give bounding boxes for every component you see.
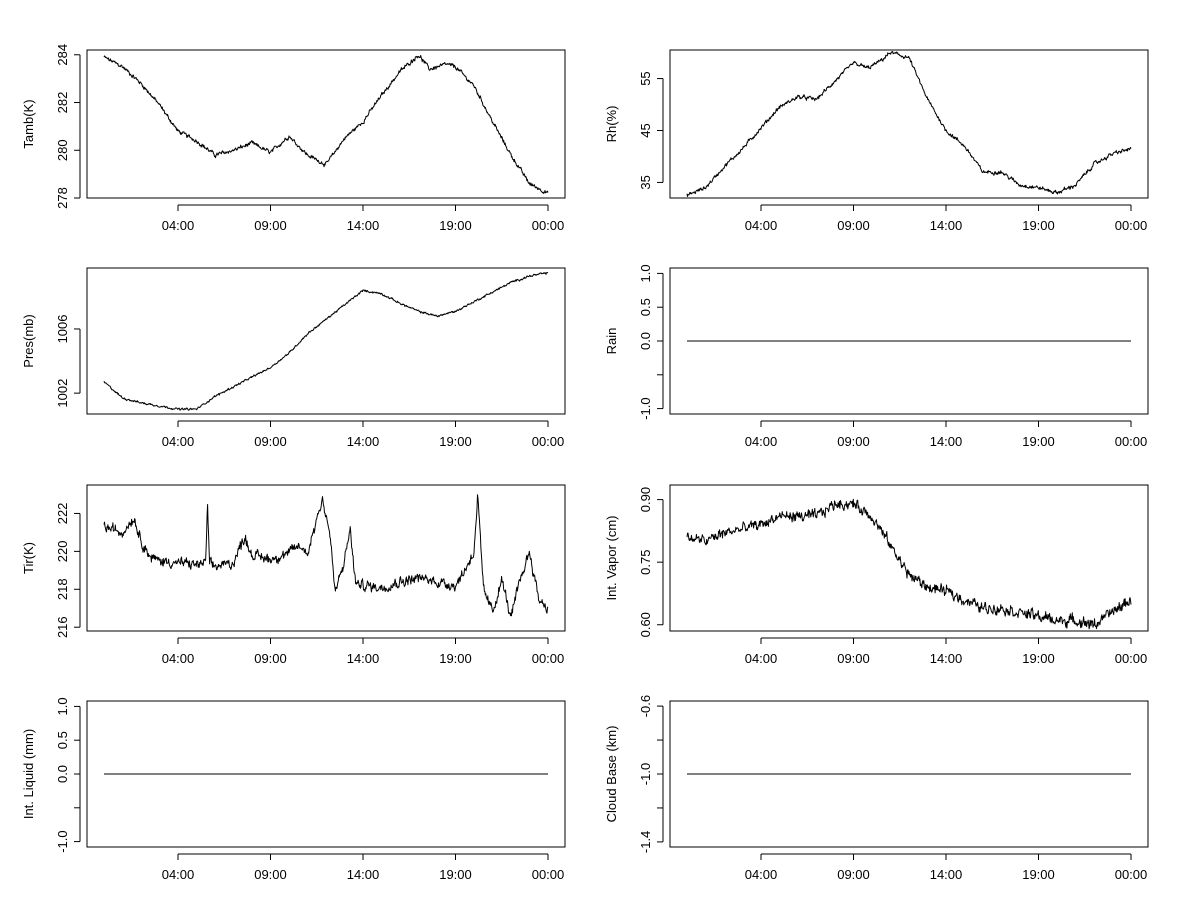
y-tick-label: 216 bbox=[55, 616, 70, 638]
y-tick-label: 278 bbox=[55, 187, 70, 209]
y-axis-title: Int. Liquid (mm) bbox=[21, 729, 36, 819]
x-tick-label: 09:00 bbox=[254, 434, 287, 449]
y-axis-title: Rh(%) bbox=[604, 106, 619, 143]
y-tick-label: 222 bbox=[55, 503, 70, 525]
x-tick-label: 19:00 bbox=[439, 218, 472, 233]
y-tick-label: 0.75 bbox=[638, 550, 653, 575]
x-tick-label: 19:00 bbox=[439, 434, 472, 449]
x-tick-label: 04:00 bbox=[745, 434, 778, 449]
x-tick-label: 14:00 bbox=[347, 218, 380, 233]
panel-5: 04:00 09:00 14:00 19:00 00:00 216 218 220 222 Tir… bbox=[21, 484, 566, 666]
plot-frame bbox=[86, 700, 566, 848]
y-axis-title: Tamb(K) bbox=[21, 99, 36, 148]
plot-frame bbox=[86, 267, 566, 415]
x-tick-label: 19:00 bbox=[1022, 434, 1055, 449]
plot-frame bbox=[669, 267, 1149, 415]
y-tick-label: 35 bbox=[638, 175, 653, 189]
panel-2: 04:00 09:00 14:00 19:00 00:00 35 45 55 Rh(%) bbox=[604, 49, 1149, 233]
x-tick-label: 04:00 bbox=[162, 651, 195, 666]
y-tick-label: -1.0 bbox=[55, 830, 70, 852]
y-tick-label: 1006 bbox=[55, 315, 70, 344]
y-tick-label: -1.0 bbox=[638, 763, 653, 785]
panel-1: 04:00 09:00 14:00 19:00 00:00 278 280 282 284 Tam… bbox=[21, 44, 566, 233]
x-tick-label: 19:00 bbox=[1022, 218, 1055, 233]
y-tick-label: 1.0 bbox=[638, 264, 653, 282]
plot-frame bbox=[86, 484, 566, 632]
series-line bbox=[103, 494, 549, 617]
x-tick-label: 09:00 bbox=[837, 434, 870, 449]
plot-frame bbox=[86, 49, 566, 199]
series-line bbox=[103, 55, 549, 194]
x-tick-label: 09:00 bbox=[254, 651, 287, 666]
panel-8: 04:00 09:00 14:00 19:00 00:00 -1.4 -1.0 -0.6 Clo… bbox=[604, 695, 1149, 882]
x-tick-label: 19:00 bbox=[439, 867, 472, 882]
x-tick-label: 14:00 bbox=[347, 434, 380, 449]
y-tick-label: 0.0 bbox=[638, 332, 653, 350]
x-tick-label: 09:00 bbox=[837, 218, 870, 233]
x-tick-label: 14:00 bbox=[930, 867, 963, 882]
y-tick-label: 55 bbox=[638, 71, 653, 85]
x-tick-label: 04:00 bbox=[162, 867, 195, 882]
y-tick-label: 0.90 bbox=[638, 487, 653, 512]
x-tick-label: 00:00 bbox=[1115, 867, 1148, 882]
x-tick-label: 14:00 bbox=[930, 651, 963, 666]
x-tick-label: 00:00 bbox=[1115, 434, 1148, 449]
series-line bbox=[686, 51, 1132, 197]
x-tick-label: 14:00 bbox=[930, 218, 963, 233]
x-tick-label: 09:00 bbox=[254, 218, 287, 233]
x-tick-label: 09:00 bbox=[837, 651, 870, 666]
x-tick-label: 00:00 bbox=[532, 651, 565, 666]
x-tick-label: 19:00 bbox=[1022, 867, 1055, 882]
y-tick-label: 1002 bbox=[55, 379, 70, 408]
x-tick-label: 00:00 bbox=[1115, 651, 1148, 666]
x-tick-label: 19:00 bbox=[1022, 651, 1055, 666]
y-tick-label: 284 bbox=[55, 44, 70, 66]
x-tick-label: 09:00 bbox=[254, 867, 287, 882]
x-tick-label: 04:00 bbox=[745, 218, 778, 233]
y-tick-label: 0.5 bbox=[55, 731, 70, 749]
plot-frame bbox=[669, 49, 1149, 199]
x-tick-label: 00:00 bbox=[1115, 218, 1148, 233]
x-tick-label: 00:00 bbox=[532, 434, 565, 449]
panel-3: 04:00 09:00 14:00 19:00 00:00 1002 1006 Pres(mb… bbox=[21, 267, 566, 449]
y-axis-title: Rain bbox=[604, 328, 619, 355]
x-tick-label: 19:00 bbox=[439, 651, 472, 666]
x-tick-label: 04:00 bbox=[162, 218, 195, 233]
y-tick-label: 0.0 bbox=[55, 765, 70, 783]
x-tick-label: 09:00 bbox=[837, 867, 870, 882]
panel-6: 04:00 09:00 14:00 19:00 00:00 0.60 0.75 0.90 Int… bbox=[604, 484, 1149, 666]
series-line bbox=[103, 271, 549, 411]
y-tick-label: 282 bbox=[55, 92, 70, 114]
y-axis-title: Tir(K) bbox=[21, 542, 36, 574]
x-tick-label: 04:00 bbox=[745, 651, 778, 666]
y-tick-label: 280 bbox=[55, 139, 70, 161]
y-tick-label: 0.5 bbox=[638, 298, 653, 316]
plot-frame bbox=[669, 700, 1149, 848]
y-tick-label: -0.6 bbox=[638, 695, 653, 717]
y-axis-title: Int. Vapor (cm) bbox=[604, 515, 619, 600]
panel-7: 04:00 09:00 14:00 19:00 00:00 -1.0 0.0 0.5 1.0 In… bbox=[21, 697, 566, 882]
series-line bbox=[686, 498, 1132, 630]
x-tick-label: 14:00 bbox=[347, 651, 380, 666]
y-tick-label: -1.4 bbox=[638, 831, 653, 853]
y-tick-label: 220 bbox=[55, 541, 70, 563]
x-tick-label: 00:00 bbox=[532, 218, 565, 233]
y-tick-label: 218 bbox=[55, 578, 70, 600]
x-tick-label: 14:00 bbox=[347, 867, 380, 882]
y-axis-title: Pres(mb) bbox=[21, 314, 36, 367]
y-tick-label: 1.0 bbox=[55, 697, 70, 715]
y-tick-label: 0.60 bbox=[638, 612, 653, 637]
x-tick-label: 00:00 bbox=[532, 867, 565, 882]
y-tick-label: 45 bbox=[638, 123, 653, 137]
y-tick-label: -1.0 bbox=[638, 397, 653, 419]
x-tick-label: 04:00 bbox=[745, 867, 778, 882]
plot-frame bbox=[669, 484, 1149, 632]
x-tick-label: 04:00 bbox=[162, 434, 195, 449]
x-tick-label: 14:00 bbox=[930, 434, 963, 449]
panel-4: 04:00 09:00 14:00 19:00 00:00 -1.0 0.0 0.5 1.0 Ra… bbox=[604, 264, 1149, 449]
y-axis-title: Cloud Base (km) bbox=[604, 726, 619, 823]
